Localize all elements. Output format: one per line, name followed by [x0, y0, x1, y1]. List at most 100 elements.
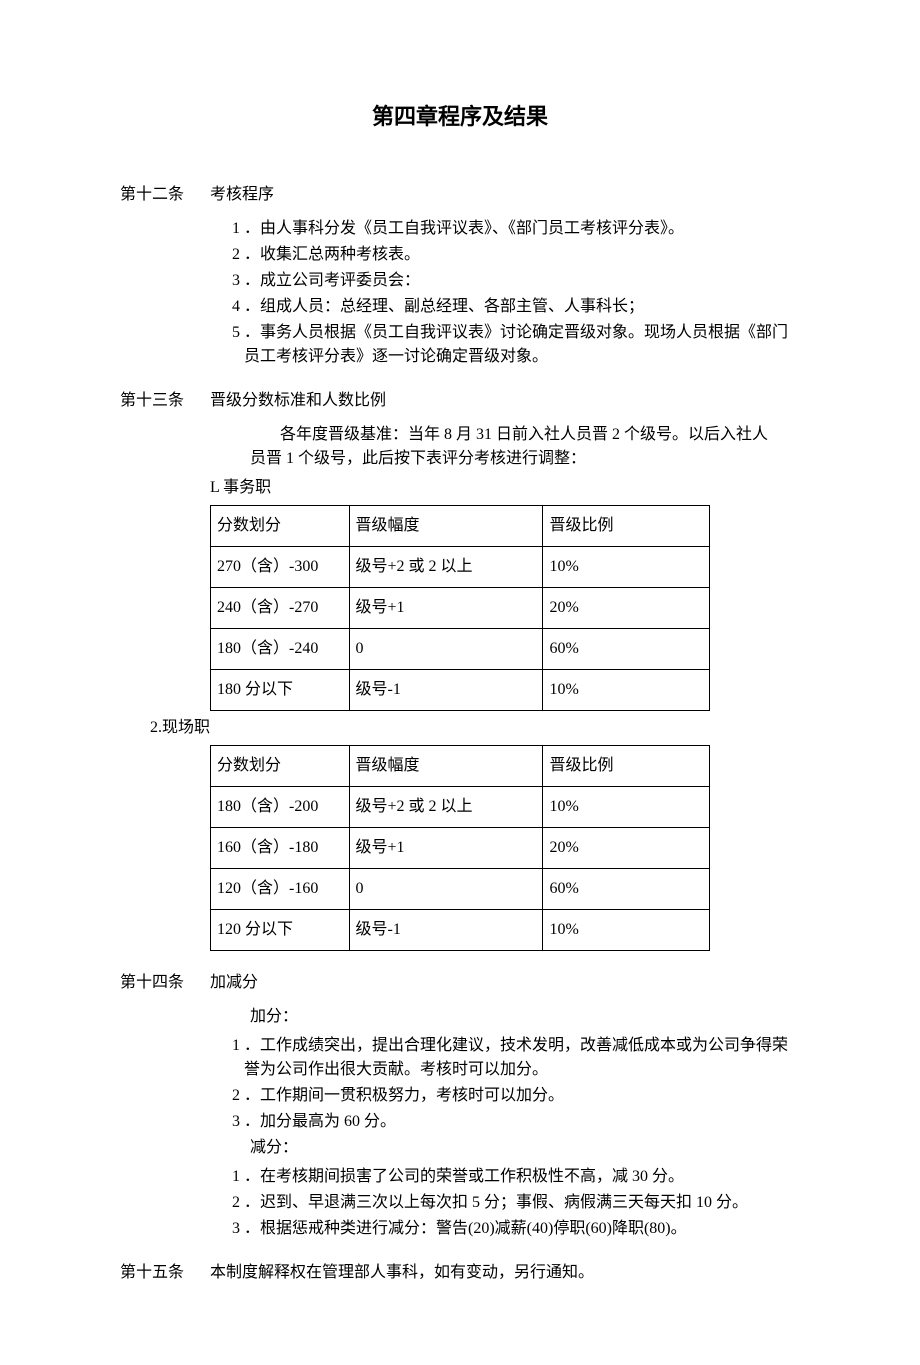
table-2: 分数划分 晋级幅度 晋级比例 180（含）-200 级号+2 或 2 以上 10… — [210, 745, 710, 951]
item-num: 3 — [210, 1217, 244, 1241]
article-14-title: 加减分 — [210, 971, 800, 995]
item-text: ．迟到、早退满三次以上每次扣 5 分；事假、病假满三天每天扣 10 分。 — [244, 1191, 800, 1215]
article-14-header: 第十四条 加减分 — [120, 971, 800, 995]
table-cell: 20% — [543, 828, 710, 869]
list-item: 2 ．迟到、早退满三次以上每次扣 5 分；事假、病假满三天每天扣 10 分。 — [210, 1191, 800, 1215]
article-13-header: 第十三条 晋级分数标准和人数比例 — [120, 389, 800, 413]
table-cell: 级号-1 — [349, 670, 543, 711]
item-text: ．收集汇总两种考核表。 — [244, 243, 800, 267]
table-header-cell: 分数划分 — [211, 746, 350, 787]
item-num: 1 — [210, 1165, 244, 1189]
article-13-desc2: 员晋 1 个级号，此后按下表评分考核进行调整： — [250, 447, 800, 471]
list-item: 2 ．工作期间一贯积极努力，考核时可以加分。 — [210, 1084, 800, 1108]
article-15-num: 第十五条 — [120, 1261, 210, 1285]
item-num: 1 — [210, 217, 244, 241]
item-num: 2 — [210, 243, 244, 267]
table-header-cell: 晋级比例 — [543, 746, 710, 787]
table-cell: 0 — [349, 629, 543, 670]
table-cell: 180（含）-240 — [211, 629, 350, 670]
list-item: 1 ．工作成绩突出，提出合理化建议，技术发明，改善减低成本或为公司争得荣誉为公司… — [210, 1034, 800, 1082]
table-row: 180 分以下 级号-1 10% — [211, 670, 710, 711]
table-row: 120 分以下 级号-1 10% — [211, 910, 710, 951]
list-item: 3 ．加分最高为 60 分。 — [210, 1110, 800, 1134]
table-cell: 60% — [543, 629, 710, 670]
table-cell: 级号+1 — [349, 828, 543, 869]
item-text: ．工作期间一贯积极努力，考核时可以加分。 — [244, 1084, 800, 1108]
table-cell: 级号+2 或 2 以上 — [349, 787, 543, 828]
item-text: ．工作成绩突出，提出合理化建议，技术发明，改善减低成本或为公司争得荣誉为公司作出… — [244, 1034, 800, 1082]
list-item: 2 ．收集汇总两种考核表。 — [210, 243, 800, 267]
table-cell: 120（含）-160 — [211, 869, 350, 910]
article-12-list: 1 ．由人事科分发《员工自我评议表》、《部门员工考核评分表》。 2 ．收集汇总两… — [210, 217, 800, 369]
table-cell: 10% — [543, 547, 710, 588]
table-cell: 10% — [543, 787, 710, 828]
table-cell: 10% — [543, 670, 710, 711]
article-14-num: 第十四条 — [120, 971, 210, 995]
item-num: 1 — [210, 1034, 244, 1082]
item-text: ．由人事科分发《员工自我评议表》、《部门员工考核评分表》。 — [244, 217, 800, 241]
list-item: 5 ．事务人员根据《员工自我评议表》讨论确定晋级对象。现场人员根据《部门员工考核… — [210, 321, 800, 369]
article-13: 第十三条 晋级分数标准和人数比例 各年度晋级基准：当年 8 月 31 日前入社人… — [120, 389, 800, 951]
sub-label: 减分： — [250, 1136, 800, 1160]
table-cell: 10% — [543, 910, 710, 951]
item-num: 5 — [210, 321, 244, 369]
article-13-desc1: 各年度晋级基准：当年 8 月 31 日前入社人员晋 2 个级号。以后入社人 — [280, 423, 800, 447]
item-num: 3 — [210, 1110, 244, 1134]
table-1: 分数划分 晋级幅度 晋级比例 270（含）-300 级号+2 或 2 以上 10… — [210, 505, 710, 711]
table-cell: 级号-1 — [349, 910, 543, 951]
add-label: 加分： — [250, 1005, 800, 1029]
list-item: 1 ．由人事科分发《员工自我评议表》、《部门员工考核评分表》。 — [210, 217, 800, 241]
article-12: 第十二条 考核程序 1 ．由人事科分发《员工自我评议表》、《部门员工考核评分表》… — [120, 183, 800, 369]
item-num: 2 — [210, 1084, 244, 1108]
table-row: 240（含）-270 级号+1 20% — [211, 588, 710, 629]
table-cell: 20% — [543, 588, 710, 629]
table-row: 160（含）-180 级号+1 20% — [211, 828, 710, 869]
item-num: 2 — [210, 1191, 244, 1215]
article-13-num: 第十三条 — [120, 389, 210, 413]
table-row: 180（含）-240 0 60% — [211, 629, 710, 670]
article-14-add-list: 1 ．工作成绩突出，提出合理化建议，技术发明，改善减低成本或为公司争得荣誉为公司… — [210, 1034, 800, 1134]
item-text: ．组成人员：总经理、副总经理、各部主管、人事科长； — [244, 295, 800, 319]
article-12-header: 第十二条 考核程序 — [120, 183, 800, 207]
table-cell: 180（含）-200 — [211, 787, 350, 828]
table1-label: L 事务职 — [210, 476, 800, 500]
item-text: ．加分最高为 60 分。 — [244, 1110, 800, 1134]
table2-label: 2.现场职 — [150, 716, 800, 740]
article-12-num: 第十二条 — [120, 183, 210, 207]
list-item: 3 ．成立公司考评委员会： — [210, 269, 800, 293]
article-15: 第十五条 本制度解释权在管理部人事科，如有变动，另行通知。 — [120, 1261, 800, 1285]
table-header-cell: 晋级幅度 — [349, 506, 543, 547]
list-item: 3 ．根据惩戒种类进行减分：警告(20)减薪(40)停职(60)降职(80)。 — [210, 1217, 800, 1241]
table-cell: 级号+2 或 2 以上 — [349, 547, 543, 588]
article-14: 第十四条 加减分 加分： 1 ．工作成绩突出，提出合理化建议，技术发明，改善减低… — [120, 971, 800, 1241]
table-header-cell: 晋级比例 — [543, 506, 710, 547]
table-header-cell: 晋级幅度 — [349, 746, 543, 787]
table-cell: 级号+1 — [349, 588, 543, 629]
table-header-cell: 分数划分 — [211, 506, 350, 547]
table-row: 180（含）-200 级号+2 或 2 以上 10% — [211, 787, 710, 828]
table-row: 分数划分 晋级幅度 晋级比例 — [211, 506, 710, 547]
article-13-title: 晋级分数标准和人数比例 — [210, 389, 800, 413]
table-cell: 160（含）-180 — [211, 828, 350, 869]
item-text: ．成立公司考评委员会： — [244, 269, 800, 293]
list-item: 4 ．组成人员：总经理、副总经理、各部主管、人事科长； — [210, 295, 800, 319]
chapter-title: 第四章程序及结果 — [120, 100, 800, 133]
table-cell: 0 — [349, 869, 543, 910]
item-num: 3 — [210, 269, 244, 293]
table-cell: 120 分以下 — [211, 910, 350, 951]
item-text: ．根据惩戒种类进行减分：警告(20)减薪(40)停职(60)降职(80)。 — [244, 1217, 800, 1241]
list-item: 1 ．在考核期间损害了公司的荣誉或工作积极性不高，减 30 分。 — [210, 1165, 800, 1189]
article-12-title: 考核程序 — [210, 183, 800, 207]
table-cell: 180 分以下 — [211, 670, 350, 711]
table-cell: 240（含）-270 — [211, 588, 350, 629]
table-row: 分数划分 晋级幅度 晋级比例 — [211, 746, 710, 787]
table-row: 270（含）-300 级号+2 或 2 以上 10% — [211, 547, 710, 588]
item-text: ．在考核期间损害了公司的荣誉或工作积极性不高，减 30 分。 — [244, 1165, 800, 1189]
table-row: 120（含）-160 0 60% — [211, 869, 710, 910]
table-cell: 270（含）-300 — [211, 547, 350, 588]
item-text: ．事务人员根据《员工自我评议表》讨论确定晋级对象。现场人员根据《部门员工考核评分… — [244, 321, 800, 369]
table-cell: 60% — [543, 869, 710, 910]
item-num: 4 — [210, 295, 244, 319]
article-14-sub-list: 1 ．在考核期间损害了公司的荣誉或工作积极性不高，减 30 分。 2 ．迟到、早… — [210, 1165, 800, 1241]
article-15-text: 本制度解释权在管理部人事科，如有变动，另行通知。 — [210, 1261, 594, 1285]
